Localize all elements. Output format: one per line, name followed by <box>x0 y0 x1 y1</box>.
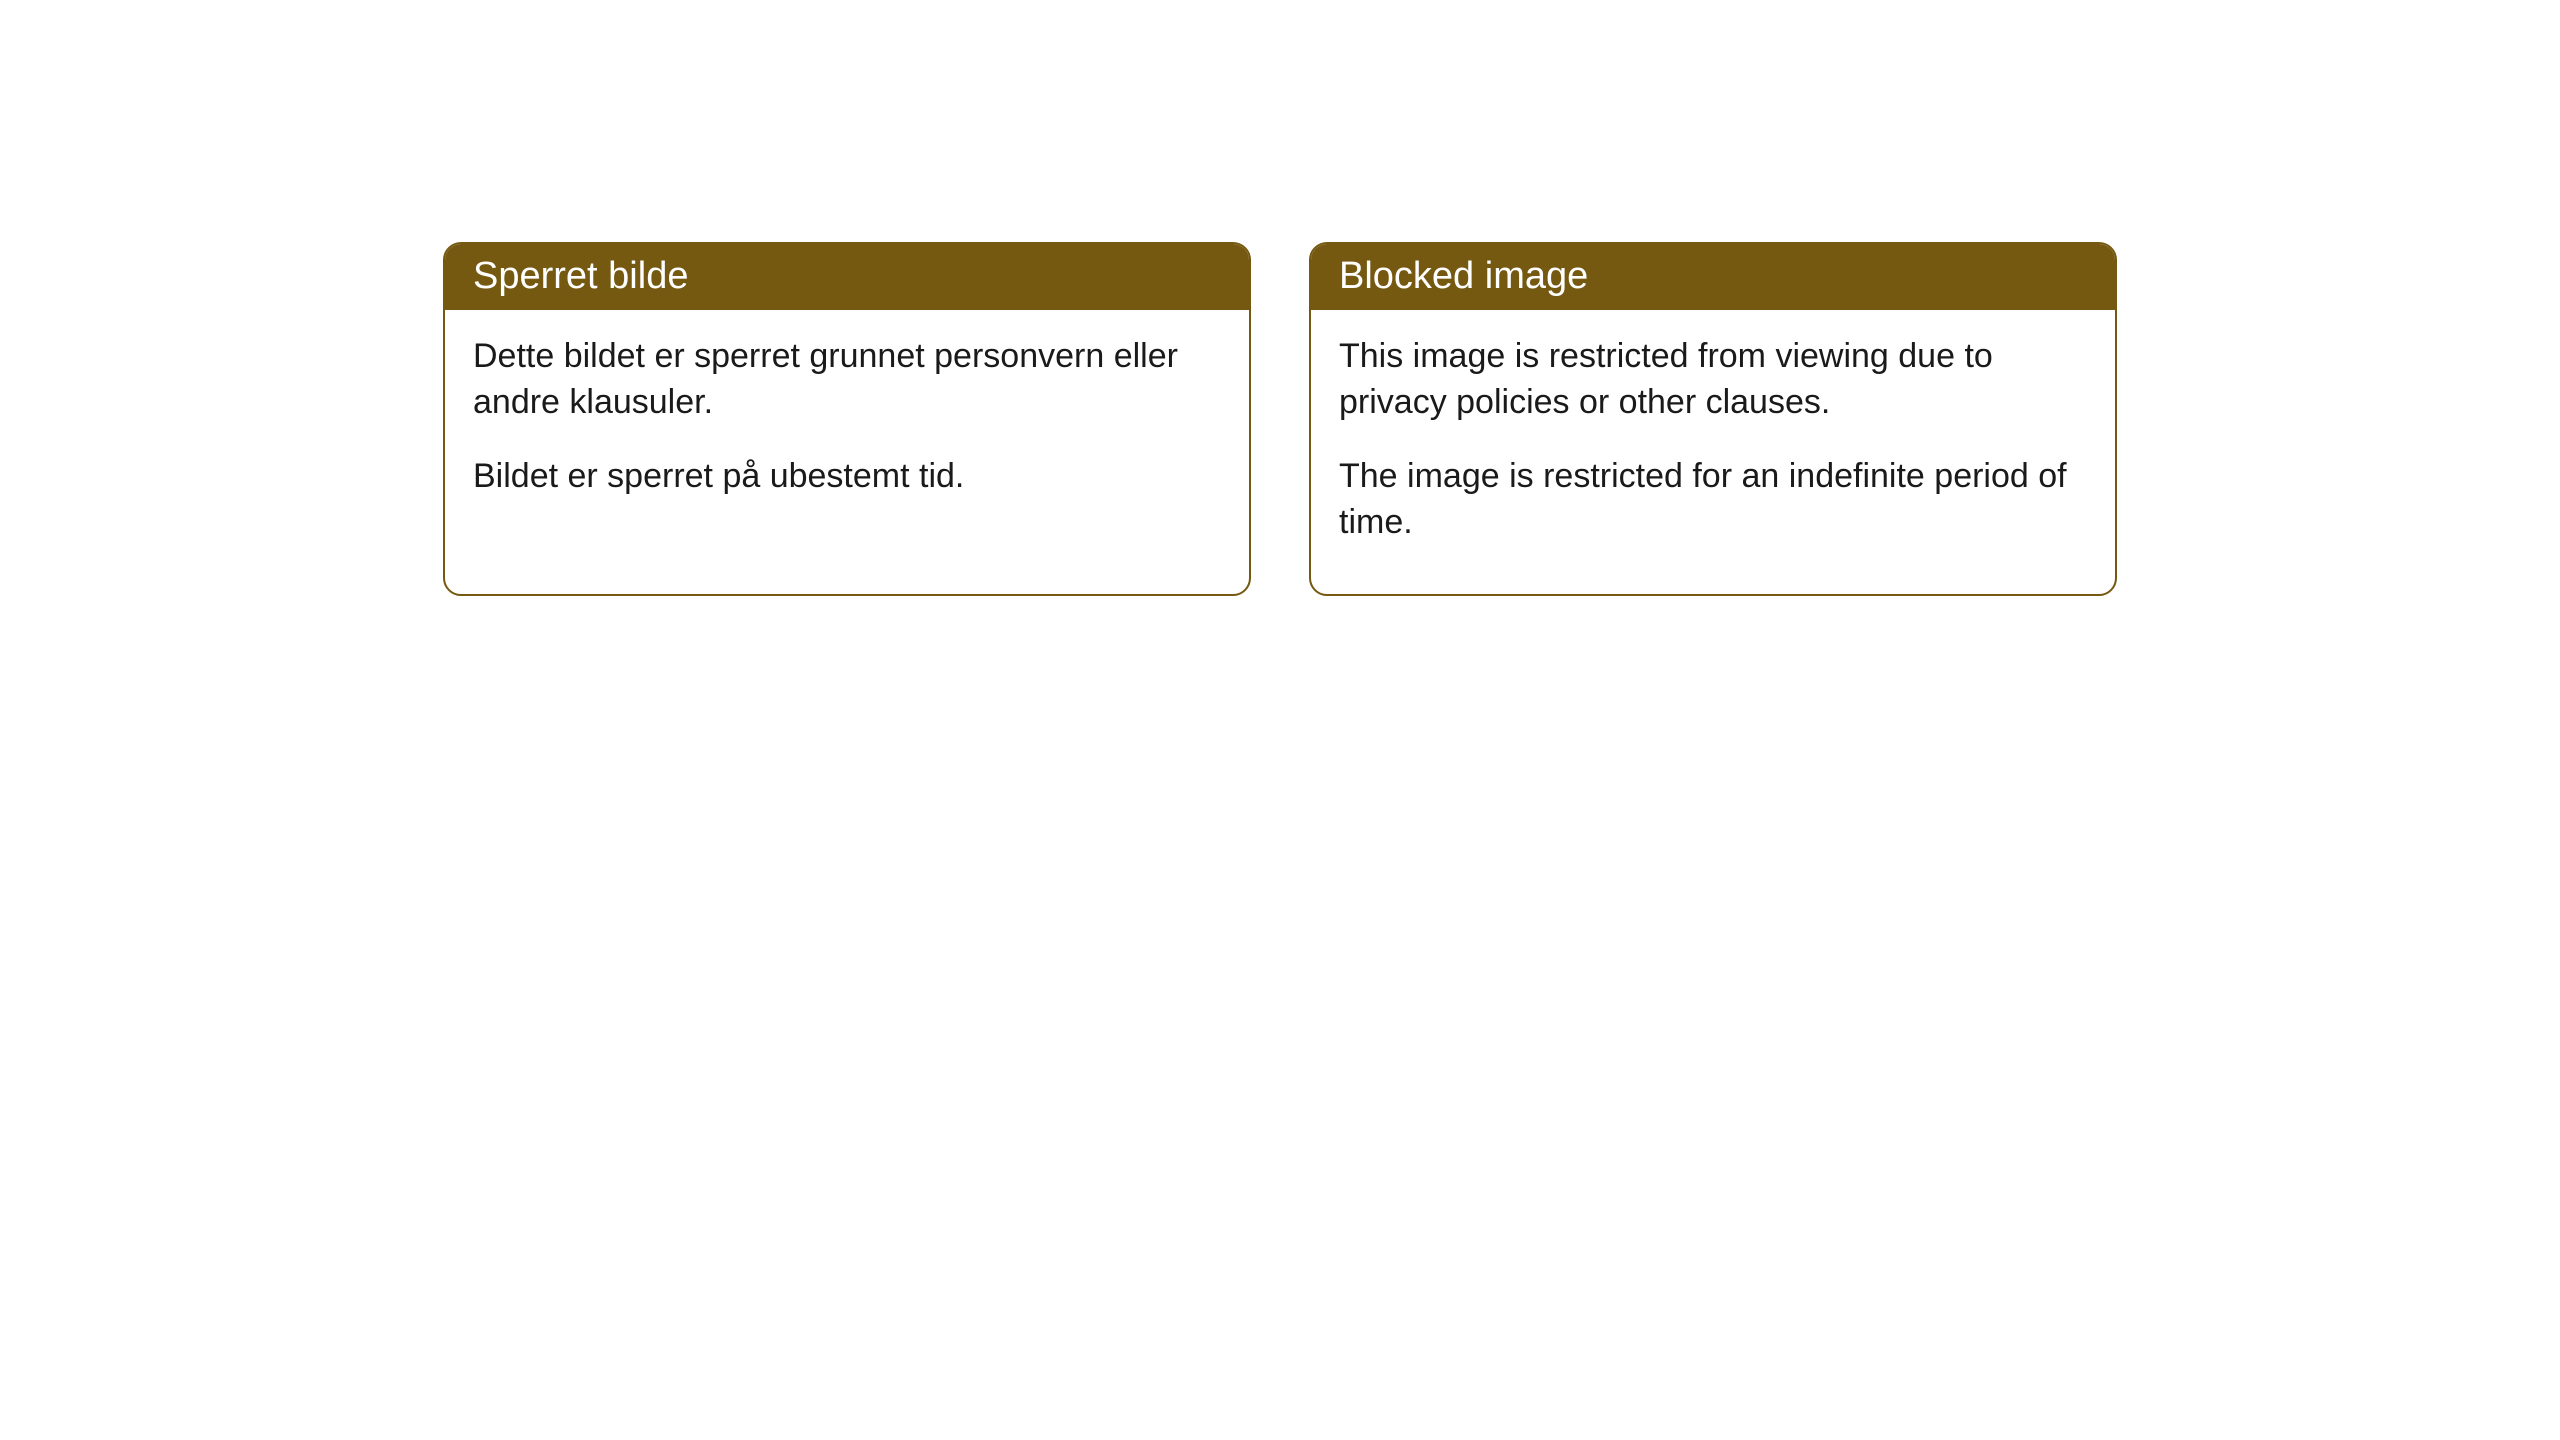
blocked-image-card-en: Blocked image This image is restricted f… <box>1309 242 2117 596</box>
blocked-image-card-no: Sperret bilde Dette bildet er sperret gr… <box>443 242 1251 596</box>
card-header-en: Blocked image <box>1311 244 2115 310</box>
card-title-no: Sperret bilde <box>473 255 688 297</box>
notice-container: Sperret bilde Dette bildet er sperret gr… <box>0 0 2560 596</box>
card-body-no: Dette bildet er sperret grunnet personve… <box>445 310 1249 548</box>
card-title-en: Blocked image <box>1339 255 1588 297</box>
card-header-no: Sperret bilde <box>445 244 1249 310</box>
card-paragraph2-en: The image is restricted for an indefinit… <box>1339 454 2087 546</box>
card-paragraph2-no: Bildet er sperret på ubestemt tid. <box>473 454 1221 500</box>
card-paragraph1-no: Dette bildet er sperret grunnet personve… <box>473 334 1221 426</box>
card-body-en: This image is restricted from viewing du… <box>1311 310 2115 594</box>
card-paragraph1-en: This image is restricted from viewing du… <box>1339 334 2087 426</box>
